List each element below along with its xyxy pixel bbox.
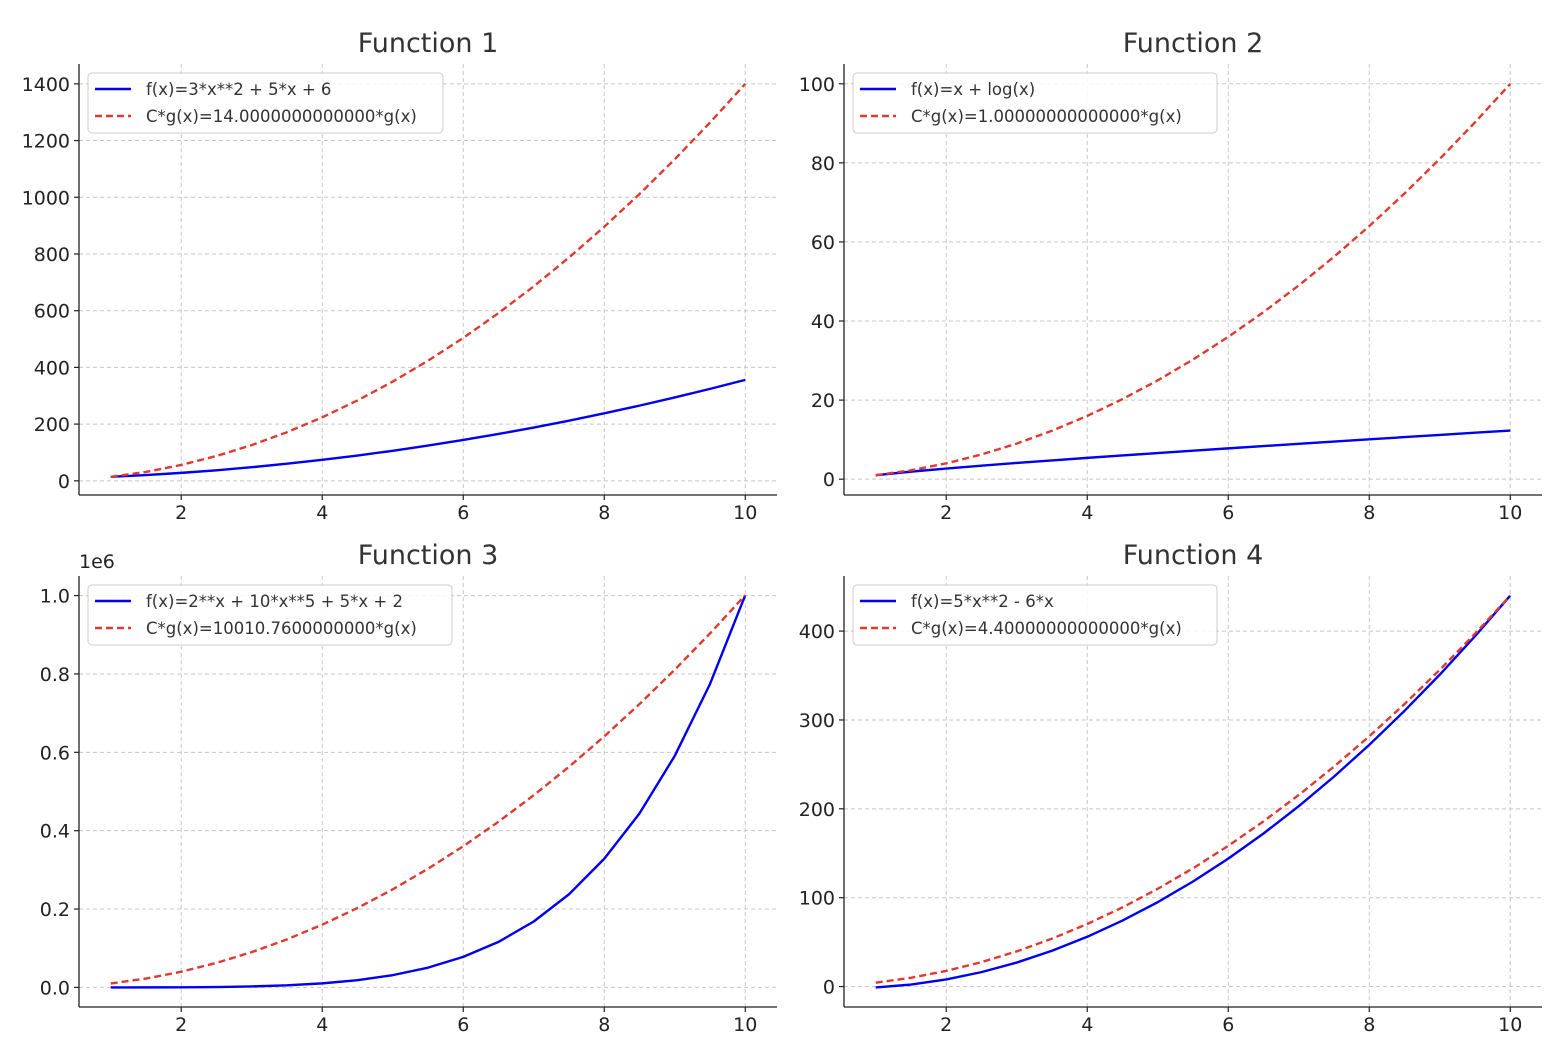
chart0-y-tick-label: 1200 bbox=[22, 131, 70, 153]
chart0-x-tick-label: 8 bbox=[598, 502, 610, 524]
chart1-title: Function 2 bbox=[1123, 28, 1264, 59]
chart0-legend-label-0: f(x)=3*x**2 + 5*x + 6 bbox=[146, 80, 331, 99]
chart0-y-tick-label: 400 bbox=[34, 357, 70, 379]
chart1-y-tick-label: 40 bbox=[811, 311, 835, 333]
chart2-y-tick-label: 0.8 bbox=[40, 664, 70, 686]
chart0-y-tick-label: 600 bbox=[34, 301, 70, 323]
chart1-legend-label-1: C*g(x)=1.00000000000000*g(x) bbox=[911, 107, 1182, 126]
chart1-series-0-line bbox=[875, 429, 1511, 477]
chart2-x-tick-label: 2 bbox=[175, 1014, 187, 1036]
chart3-y-tick-label: 400 bbox=[799, 621, 835, 643]
chart2-legend-label-1: C*g(x)=10010.7600000000*g(x) bbox=[146, 619, 417, 638]
chart3-legend-label-0: f(x)=5*x**2 - 6*x bbox=[911, 592, 1054, 611]
chart2-y-tick-label: 0.2 bbox=[40, 899, 70, 921]
chart2-x-tick-label: 10 bbox=[733, 1014, 757, 1036]
chart3-x-tick-label: 2 bbox=[940, 1014, 952, 1036]
chart3-x-tick-label: 6 bbox=[1222, 1014, 1234, 1036]
chart3-x-tick-label: 10 bbox=[1498, 1014, 1522, 1036]
chart2-y-tick-label: 0.0 bbox=[40, 977, 70, 999]
chart2-series-1-line bbox=[110, 594, 747, 985]
chart0-y-tick-label: 1400 bbox=[22, 74, 70, 96]
chart1-y-tick-label: 20 bbox=[811, 390, 835, 412]
chart2-y-tick-label: 0.4 bbox=[40, 821, 70, 843]
chart2-x-tick-label: 6 bbox=[457, 1014, 469, 1036]
chart0-x-tick-label: 4 bbox=[316, 502, 328, 524]
chart1-y-tick-label: 100 bbox=[799, 74, 835, 96]
chart1-series-1-line bbox=[875, 82, 1512, 477]
chart0-series-0-line bbox=[110, 378, 746, 479]
chart0-legend bbox=[87, 72, 444, 134]
chart3-y-tick-label: 100 bbox=[799, 888, 835, 910]
chart0-legend-label-1: C*g(x)=14.0000000000000*g(x) bbox=[146, 107, 417, 126]
chart1-x-tick-label: 10 bbox=[1498, 502, 1522, 524]
chart2-panel: 2 4 6 8 10 0.0 0.2 0.4 0.6 0.8 1.0 1e6 Function 3 f(x… bbox=[40, 540, 777, 1036]
chart0-series-1-line bbox=[110, 83, 747, 479]
chart2-x-tick-label: 8 bbox=[598, 1014, 610, 1036]
chart1-x-tick-label: 4 bbox=[1081, 502, 1093, 524]
chart0-y-tick-label: 1000 bbox=[22, 187, 70, 209]
chart2-series-0-line bbox=[110, 594, 747, 989]
chart2-legend-label-0: f(x)=2**x + 10*x**5 + 5*x + 2 bbox=[146, 592, 403, 611]
chart3-x-tick-label: 4 bbox=[1081, 1014, 1093, 1036]
chart3-x-tick-label: 8 bbox=[1363, 1014, 1375, 1036]
chart1-y-tick-label: 0 bbox=[823, 469, 835, 491]
chart3-legend-label-1: C*g(x)=4.40000000000000*g(x) bbox=[911, 619, 1182, 638]
chart3-series-0-line bbox=[875, 594, 1512, 989]
chart1-y-tick-label: 60 bbox=[811, 232, 835, 254]
chart0-x-tick-label: 6 bbox=[457, 502, 469, 524]
chart2-y-tick-label: 0.6 bbox=[40, 742, 70, 764]
chart3-y-tick-label: 200 bbox=[799, 799, 835, 821]
chart3-y-tick-label: 0 bbox=[823, 977, 835, 999]
chart2-legend bbox=[87, 584, 453, 646]
chart2-offset-label: 1e6 bbox=[79, 551, 115, 573]
chart2-x-tick-label: 4 bbox=[316, 1014, 328, 1036]
chart0-panel: 2 4 6 8 10 0 200 400 600 800 1000 1200 1400 Function … bbox=[22, 28, 777, 524]
chart0-title: Function 1 bbox=[358, 28, 499, 59]
chart0-x-tick-label: 2 bbox=[175, 502, 187, 524]
chart1-y-tick-label: 80 bbox=[811, 153, 835, 175]
chart0-x-tick-label: 10 bbox=[733, 502, 757, 524]
chart0-y-tick-label: 0 bbox=[58, 471, 70, 493]
chart1-x-tick-label: 8 bbox=[1363, 502, 1375, 524]
chart0-y-tick-label: 800 bbox=[34, 244, 70, 266]
chart3-title: Function 4 bbox=[1123, 540, 1264, 571]
chart1-legend bbox=[852, 72, 1218, 134]
chart3-y-tick-label: 300 bbox=[799, 710, 835, 732]
chart1-x-tick-label: 2 bbox=[940, 502, 952, 524]
chart2-y-tick-label: 1.0 bbox=[40, 586, 70, 608]
chart2-title: Function 3 bbox=[358, 540, 499, 571]
chart0-y-tick-label: 200 bbox=[34, 414, 70, 436]
chart1-x-tick-label: 6 bbox=[1222, 502, 1234, 524]
chart3-series-1-line bbox=[875, 594, 1512, 984]
chart1-legend-label-0: f(x)=x + log(x) bbox=[911, 80, 1035, 99]
chart3-legend bbox=[852, 584, 1218, 646]
